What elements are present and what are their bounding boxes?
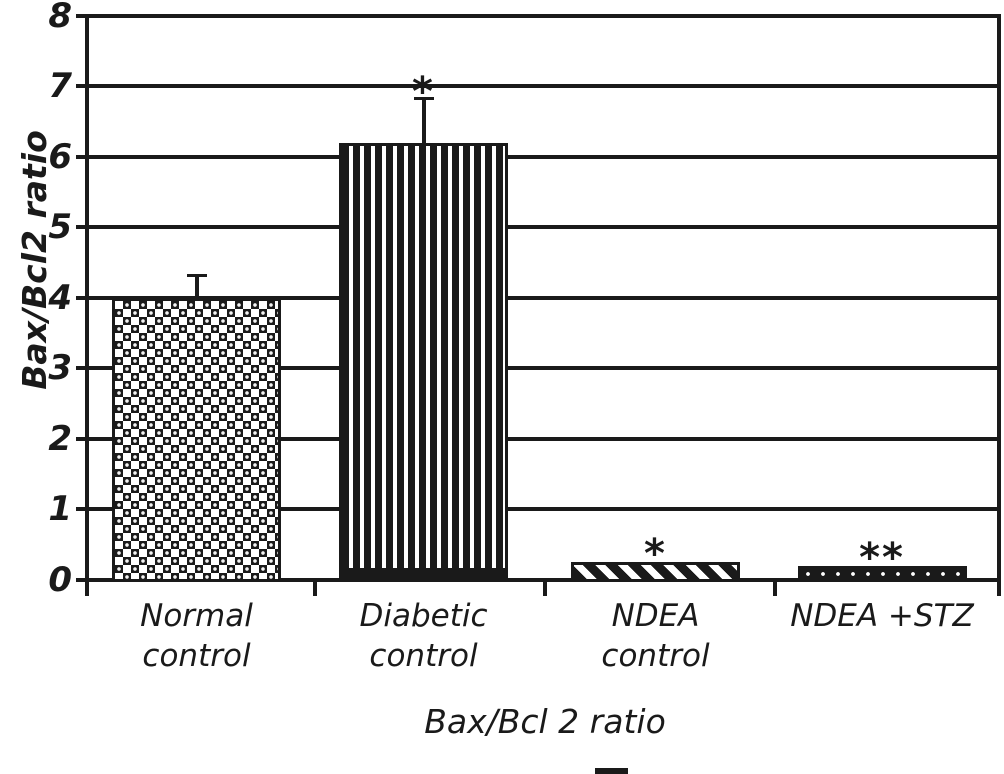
x-category-label-line: control <box>142 638 251 674</box>
error-bar-cap <box>413 97 434 101</box>
gridline <box>76 578 1001 582</box>
x-tick <box>543 580 547 596</box>
significance-marker: * <box>644 531 667 578</box>
x-category-label-line: NDEA +STZ <box>790 598 974 634</box>
y-tick-label: 5 <box>48 207 72 248</box>
gridline <box>76 84 1001 89</box>
y-tick-label: 7 <box>48 66 72 107</box>
x-category-label-line: Normal <box>140 598 253 634</box>
bar-ndea-stz <box>797 565 967 582</box>
bar-normal-control <box>112 297 281 582</box>
y-tick-label: 6 <box>48 136 72 177</box>
significance-marker: * <box>412 69 435 116</box>
x-category-label: Diabetic control <box>304 596 544 676</box>
significance-marker: ** <box>859 534 905 581</box>
x-axis-title: Bax/Bcl 2 ratio <box>424 702 666 741</box>
error-bar-stem <box>421 100 426 143</box>
gridline <box>76 436 1001 441</box>
x-category-label: Normal control <box>77 596 317 676</box>
x-category-label: NDEA control <box>536 596 776 676</box>
plot-right-border <box>997 13 1001 596</box>
y-tick-label: 4 <box>48 277 72 318</box>
x-tick <box>313 580 317 596</box>
bar-ndea-control <box>571 562 740 582</box>
x-category-label-line: NDEA <box>611 598 700 634</box>
x-category-label: NDEA +STZ <box>762 596 1002 636</box>
gridline <box>76 225 1001 230</box>
x-category-label-line: control <box>601 638 710 674</box>
bar-diabetic-control <box>339 142 508 582</box>
gridline <box>76 154 1001 159</box>
y-tick-label: 8 <box>48 0 72 36</box>
gridline <box>76 13 1001 18</box>
x-category-label-line: Diabetic <box>359 598 488 634</box>
cropped-legend-mark <box>595 768 628 774</box>
x-tick <box>773 580 777 596</box>
y-tick-label: 0 <box>48 560 72 600</box>
gridline <box>76 366 1001 371</box>
y-axis-line <box>85 13 89 596</box>
error-bar-cap <box>186 273 207 277</box>
y-tick-label: 2 <box>48 418 72 459</box>
y-tick-label: 1 <box>48 489 72 530</box>
gridline <box>76 295 1001 300</box>
gridline <box>76 507 1001 512</box>
error-bar-stem <box>194 276 199 298</box>
y-tick-label: 3 <box>48 348 72 389</box>
x-category-label-line: control <box>369 638 478 674</box>
